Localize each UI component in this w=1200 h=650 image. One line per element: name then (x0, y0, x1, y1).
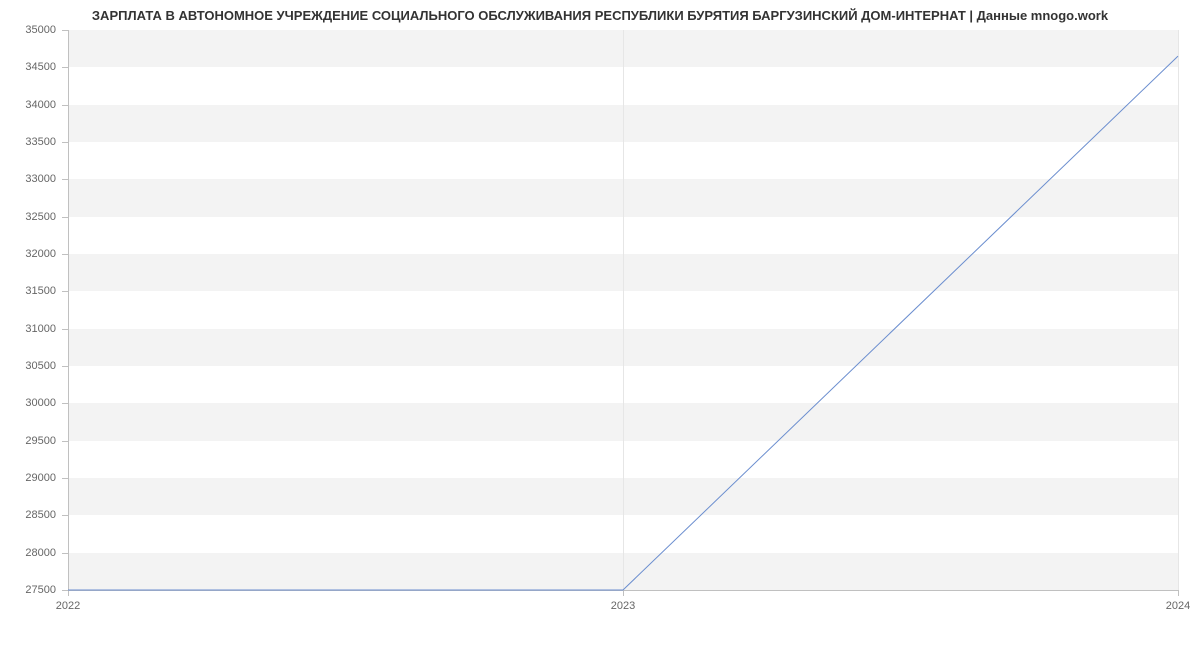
line-layer (68, 30, 1178, 590)
y-axis-label: 34000 (6, 99, 56, 111)
salary-chart: ЗАРПЛАТА В АВТОНОМНОЕ УЧРЕЖДЕНИЕ СОЦИАЛЬ… (0, 0, 1200, 650)
y-axis-label: 33500 (6, 136, 56, 148)
y-axis-label: 32000 (6, 248, 56, 260)
y-axis-label: 32500 (6, 211, 56, 223)
y-axis-label: 35000 (6, 24, 56, 36)
series-line (68, 56, 1178, 590)
plot-area: 2750028000285002900029500300003050031000… (68, 30, 1178, 590)
x-axis-label: 2023 (611, 600, 635, 612)
y-axis-label: 30500 (6, 360, 56, 372)
y-axis-label: 28000 (6, 547, 56, 559)
y-axis-label: 31000 (6, 323, 56, 335)
x-gridline (1178, 30, 1179, 590)
y-axis-label: 29000 (6, 472, 56, 484)
y-axis-label: 28500 (6, 509, 56, 521)
y-axis-label: 34500 (6, 61, 56, 73)
y-axis-label: 29500 (6, 435, 56, 447)
chart-title: ЗАРПЛАТА В АВТОНОМНОЕ УЧРЕЖДЕНИЕ СОЦИАЛЬ… (0, 8, 1200, 23)
x-axis-label: 2022 (56, 600, 80, 612)
y-axis-label: 31500 (6, 285, 56, 297)
y-axis-label: 33000 (6, 173, 56, 185)
x-tick (1178, 590, 1179, 596)
y-axis-label: 30000 (6, 397, 56, 409)
y-axis-label: 27500 (6, 584, 56, 596)
x-axis-label: 2024 (1166, 600, 1190, 612)
